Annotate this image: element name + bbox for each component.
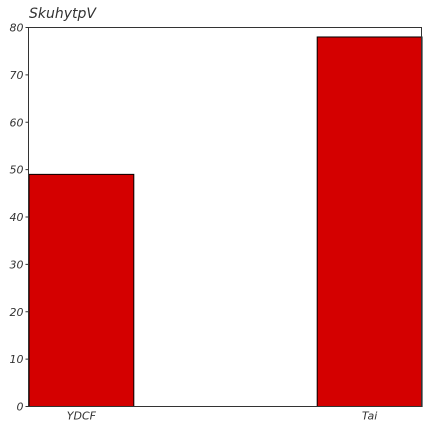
y-tick-label: 0 — [17, 401, 24, 414]
y-tick-label: 40 — [10, 211, 24, 224]
x-tick-label-tai: Tai — [362, 410, 377, 423]
y-tick-label: 60 — [10, 116, 24, 129]
y-tick-label: 50 — [10, 164, 24, 177]
chart-title: SkuhytpV — [29, 6, 96, 22]
plot-frame — [28, 27, 422, 407]
plot-area: YDCF Tai 0 10 20 30 40 50 60 70 80 — [10, 22, 423, 423]
x-tick-label-ydcf: YDCF — [67, 410, 97, 423]
bar-ydcf — [28, 173, 135, 407]
y-tick-label: 70 — [10, 69, 24, 82]
bar-tai — [316, 36, 423, 407]
y-tick-label: 80 — [10, 22, 24, 35]
y-tick-label: 10 — [10, 353, 24, 366]
y-tick-label: 20 — [10, 306, 24, 319]
y-tick-label: 30 — [10, 258, 24, 271]
